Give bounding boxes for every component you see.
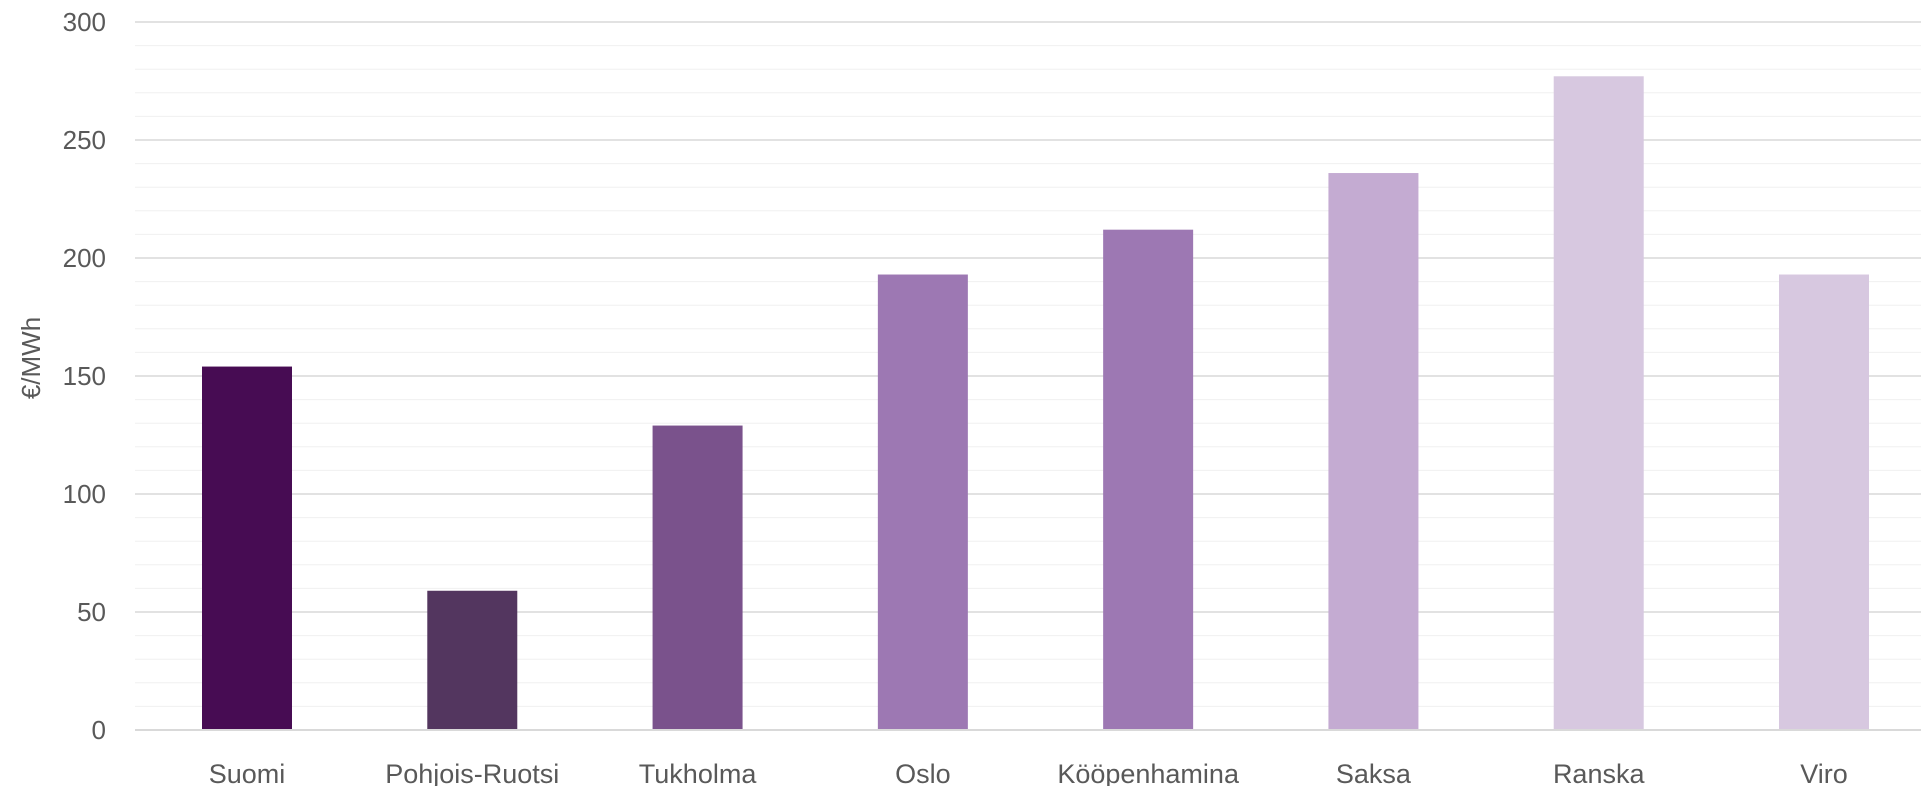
bar-suomi xyxy=(202,366,292,730)
bar-kööpenhamina xyxy=(1103,229,1194,730)
bar-oslo xyxy=(877,274,968,730)
y-tick-label: 100 xyxy=(63,479,106,509)
bars xyxy=(202,76,1869,731)
x-tick-label: Suomi xyxy=(209,759,286,786)
bar-pohjois-ruotsi xyxy=(427,590,518,730)
y-tick-label: 200 xyxy=(63,243,106,273)
bar-saksa xyxy=(1328,173,1419,731)
x-tick-label: Saksa xyxy=(1336,759,1412,786)
y-tick-labels: 0 50 100 150 200 250 300 xyxy=(63,7,106,745)
x-tick-label: Kööpenhamina xyxy=(1057,759,1240,786)
x-tick-label: Oslo xyxy=(895,759,951,786)
bar-tukholma xyxy=(652,425,743,730)
y-tick-label: 0 xyxy=(92,715,106,745)
x-tick-label: Ranska xyxy=(1553,759,1646,786)
bar-ranska xyxy=(1553,76,1644,730)
x-tick-label: Viro xyxy=(1800,759,1848,786)
bar-viro xyxy=(1779,274,1869,730)
x-tick-label: Tukholma xyxy=(639,759,758,786)
y-tick-label: 50 xyxy=(77,597,106,627)
y-tick-label: 250 xyxy=(63,125,106,155)
x-tick-labels: Suomi Pohjois-Ruotsi Tukholma Oslo Kööpenham… xyxy=(209,759,1848,786)
x-tick-label: Pohjois-Ruotsi xyxy=(385,759,559,786)
major-gridlines xyxy=(135,21,1921,613)
y-tick-label: 300 xyxy=(63,7,106,37)
y-axis-title: €/MWh xyxy=(16,317,46,399)
y-tick-label: 150 xyxy=(63,361,106,391)
